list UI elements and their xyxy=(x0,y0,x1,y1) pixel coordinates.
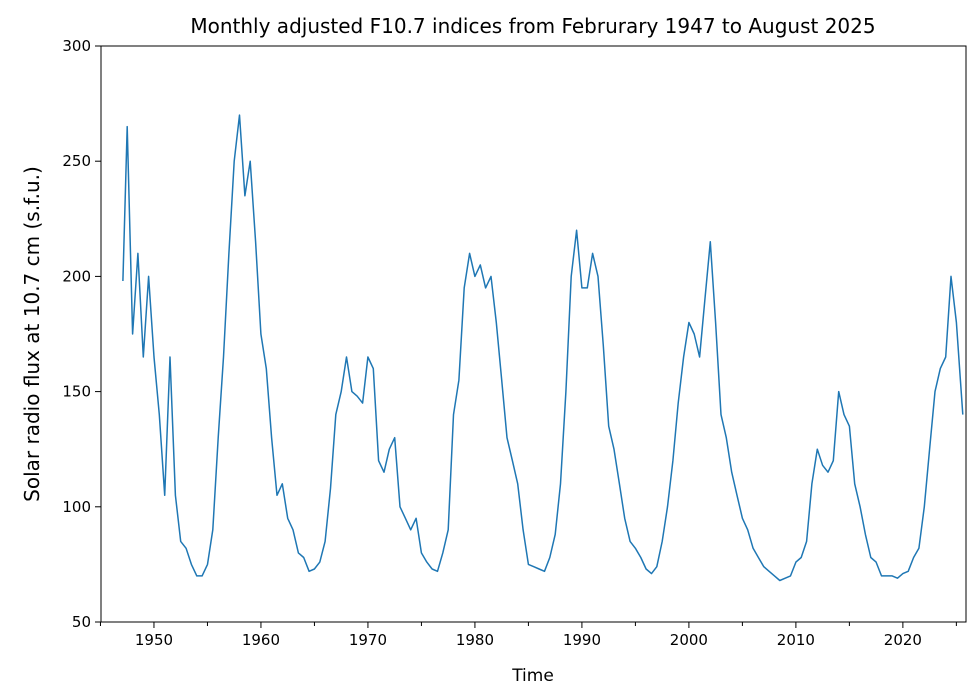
x-tick-label: 1970 xyxy=(349,631,387,649)
x-tick-label: 1950 xyxy=(135,631,173,649)
y-tick-label: 250 xyxy=(62,152,91,170)
chart-title: Monthly adjusted F10.7 indices from Febr… xyxy=(190,14,875,38)
y-tick-label: 300 xyxy=(62,37,91,55)
x-axis-label: Time xyxy=(511,666,554,686)
x-tick-label: 1980 xyxy=(456,631,494,649)
x-axis: 1950 1960 1970 1980 1990 2000 2010 2020 xyxy=(99,622,957,649)
x-tick-label: 2010 xyxy=(777,631,815,649)
plot-line-layer xyxy=(122,114,964,582)
series-line-0 xyxy=(122,114,964,582)
y-tick-label: 150 xyxy=(62,383,91,401)
plot-frame xyxy=(100,45,967,623)
y-tick-label: 100 xyxy=(62,498,91,516)
y-tick-label: 50 xyxy=(72,613,91,631)
y-axis-label: Solar radio flux at 10.7 cm (s.f.u.) xyxy=(20,166,44,502)
y-axis: 50 100 150 200 250 300 xyxy=(62,37,101,631)
x-tick-label: 1990 xyxy=(563,631,601,649)
y-tick-label: 200 xyxy=(62,267,91,285)
x-tick-label: 2020 xyxy=(884,631,922,649)
x-tick-label: 2000 xyxy=(670,631,708,649)
x-tick-label: 1960 xyxy=(242,631,280,649)
